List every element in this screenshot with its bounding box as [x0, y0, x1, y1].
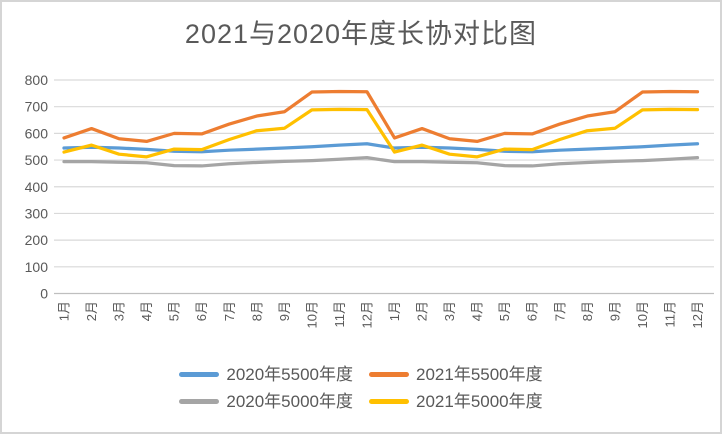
y-tick-label: 400	[25, 179, 49, 195]
x-tick-label: 9月	[607, 301, 622, 321]
x-tick-label: 11月	[662, 301, 677, 328]
x-tick-label: 12月	[690, 301, 705, 328]
x-tick-label: 6月	[525, 301, 540, 321]
x-tick-label: 5月	[167, 301, 182, 321]
x-tick-label: 2月	[415, 301, 430, 321]
x-tick-label: 8月	[580, 301, 595, 321]
legend-swatch-icon	[369, 372, 409, 378]
chart-title: 2021与2020年度长协对比图	[184, 19, 538, 49]
y-tick-label: 100	[25, 259, 49, 275]
chart-legend: 2020年5500年度 2021年5500年度 2020年5000年度 2021年50…	[2, 363, 720, 414]
y-tick-label: 500	[25, 152, 49, 168]
x-tick-label: 4月	[139, 301, 154, 321]
x-tick-label: 1月	[387, 301, 402, 321]
x-tick-label: 10月	[304, 301, 319, 328]
y-tick-label: 300	[25, 205, 49, 221]
y-tick-label: 800	[25, 72, 49, 88]
legend-row: 2020年5000年度 2021年5000年度	[179, 390, 543, 414]
x-tick-label: 1月	[57, 301, 72, 321]
legend-swatch-icon	[369, 399, 409, 405]
y-tick-label: 200	[25, 232, 49, 248]
x-tick-label: 2月	[84, 301, 99, 321]
line-chart: 0 100 200 300 400 500 600 700 800 1月 2月 3月 4月 5月 6月 7月 8…	[25, 72, 714, 328]
legend-label: 2020年5500年度	[226, 365, 353, 384]
x-tick-label: 11月	[332, 301, 347, 328]
legend-item: 2020年5500年度	[179, 363, 353, 387]
series-lines	[62, 89, 700, 168]
legend-item: 2020年5000年度	[179, 390, 353, 414]
series-line	[62, 156, 700, 168]
x-tick-label: 4月	[470, 301, 485, 321]
x-tick-label: 7月	[552, 301, 567, 321]
series-line	[62, 107, 700, 159]
y-tick-label: 700	[25, 99, 49, 115]
legend-label: 2020年5000年度	[226, 391, 353, 411]
y-tick-label: 0	[40, 286, 48, 302]
legend-swatch-icon	[179, 399, 220, 405]
legend-swatch-icon	[179, 372, 220, 378]
x-tick-label: 10月	[635, 301, 650, 328]
x-tick-label: 5月	[497, 301, 512, 321]
x-tick-label: 3月	[112, 301, 127, 321]
x-tick-label: 7月	[222, 301, 237, 321]
x-tick-label: 8月	[249, 301, 264, 321]
y-axis-labels: 0 100 200 300 400 500 600 700 800	[25, 72, 49, 302]
legend-item: 2021年5500年度	[369, 363, 543, 387]
legend-label: 2021年5000年度	[416, 391, 543, 411]
legend-row: 2020年5500年度 2021年5500年度	[179, 363, 543, 387]
legend-label: 2021年5500年度	[416, 365, 543, 384]
series-line	[62, 89, 700, 144]
x-tick-label: 6月	[194, 301, 209, 321]
legend-item: 2021年5000年度	[369, 390, 543, 414]
x-tick-label: 12月	[359, 301, 374, 328]
series-line	[62, 142, 700, 154]
y-tick-label: 600	[25, 125, 49, 141]
x-axis-labels: 1月 2月 3月 4月 5月 6月 7月 8月 9月 10月 11月 12月 1月 2月 3月 4月 5月 6月 7…	[57, 301, 706, 328]
x-tick-label: 3月	[442, 301, 457, 321]
x-tick-label: 9月	[277, 301, 292, 321]
